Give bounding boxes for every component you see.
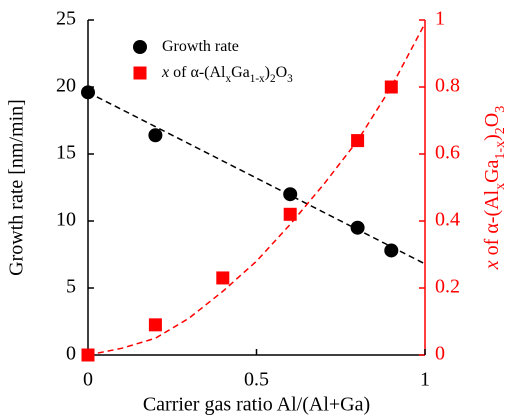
- y-tick-label: 15: [56, 142, 76, 164]
- point: [81, 85, 95, 100]
- legend-label: Growth rate: [162, 38, 239, 55]
- y2-tick-label: 0.4: [435, 209, 460, 231]
- point: [148, 128, 163, 143]
- trend-line: [87, 91, 426, 265]
- point: [351, 134, 365, 148]
- y-tick-label: 25: [56, 8, 76, 30]
- legend-marker: [133, 40, 147, 54]
- point: [283, 187, 298, 202]
- x-tick-label: 0: [83, 369, 93, 391]
- x-tick-label: 1: [420, 369, 430, 391]
- y2-tick-label: 0.6: [435, 142, 460, 164]
- point: [81, 348, 95, 362]
- legend-marker: [133, 66, 147, 80]
- y2-tick-label: 0.2: [435, 276, 460, 298]
- x-tick-label: 0.5: [244, 369, 269, 391]
- y-tick-label: 0: [66, 343, 76, 365]
- y-tick-label: 10: [56, 209, 76, 231]
- y2-tick-label: 0: [435, 343, 445, 365]
- point: [216, 271, 230, 285]
- point: [384, 243, 399, 258]
- y-tick-label: 20: [56, 75, 76, 97]
- y-tick-label: 5: [66, 276, 76, 298]
- trend-line: [87, 22, 426, 356]
- point: [350, 220, 365, 235]
- x-axis-label: Carrier gas ratio Al/(Al+Ga): [143, 394, 370, 416]
- point: [384, 80, 398, 94]
- point: [148, 318, 162, 332]
- y2-axis-label: x of α-(AlxGa1-x)2O3: [481, 106, 508, 270]
- y-axis-label: Growth rate [nm/min]: [6, 99, 28, 276]
- y2-tick-label: 0.8: [435, 75, 460, 97]
- y2-tick-label: 1: [435, 8, 445, 30]
- legend-label: x of α-(AlxGa1-x)2O3: [161, 64, 293, 85]
- point: [283, 207, 297, 221]
